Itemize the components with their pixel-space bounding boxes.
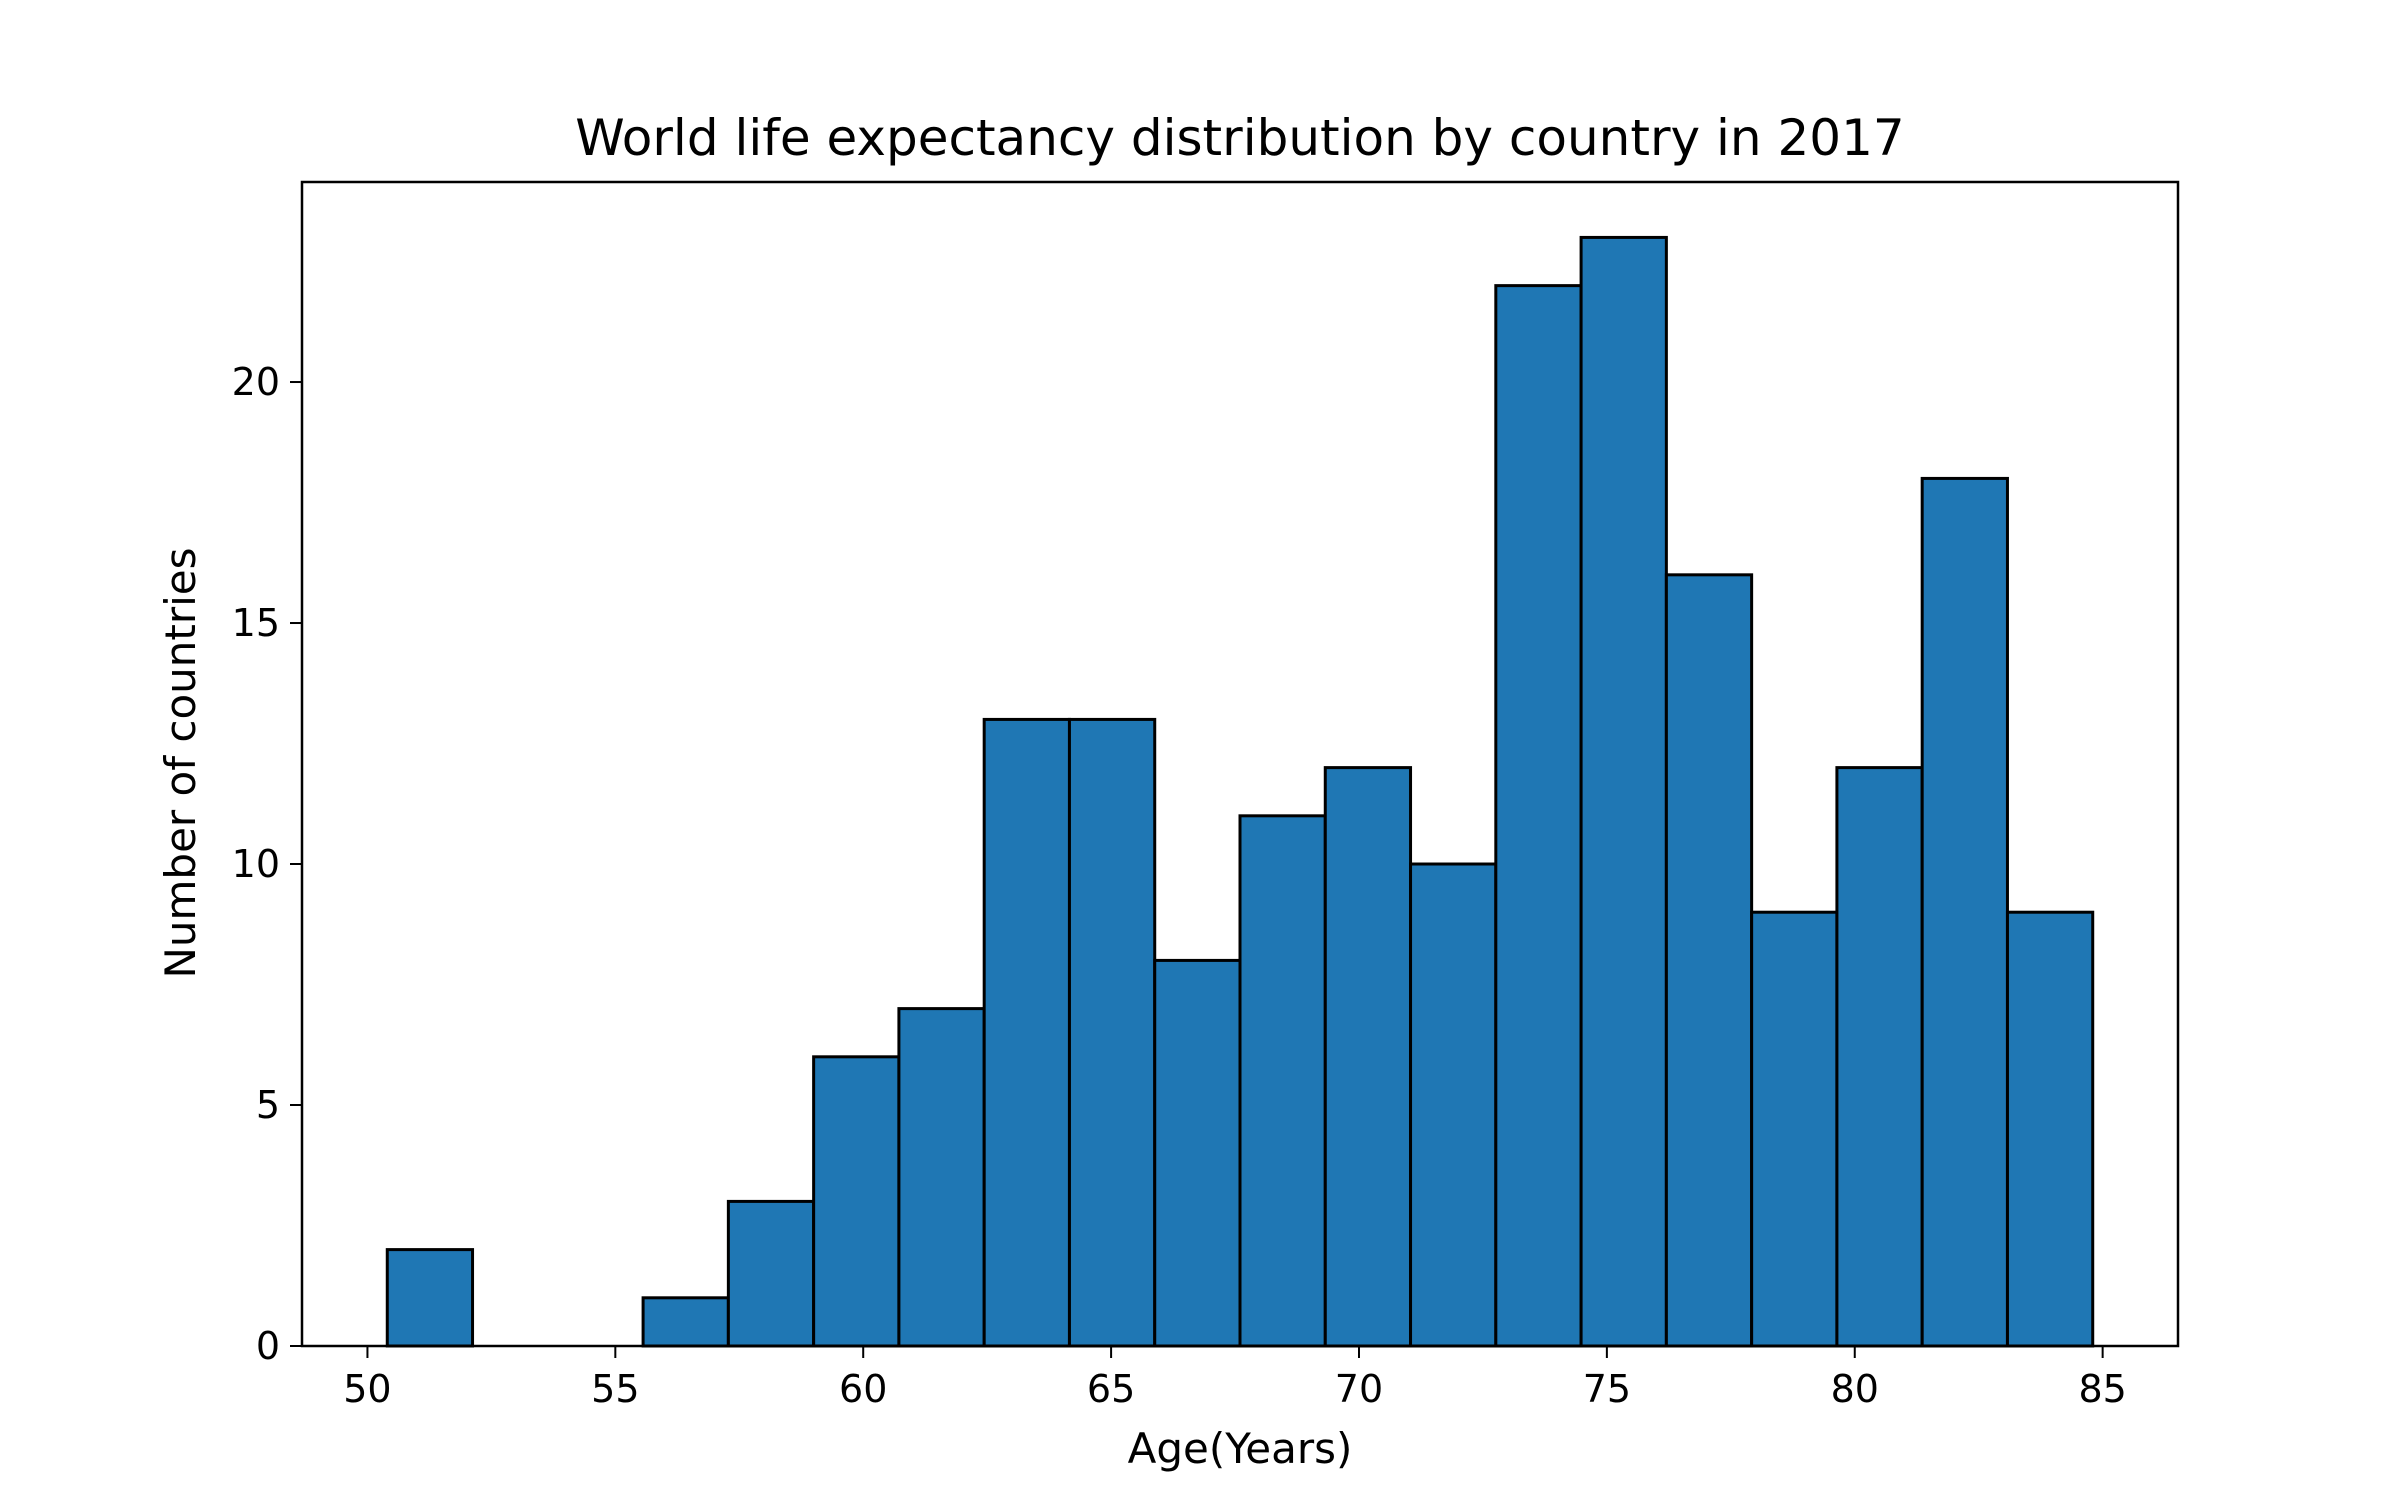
histogram-bar: [1323, 766, 1413, 1348]
y-axis-label: Number of countries: [156, 547, 205, 978]
x-tick-label: 50: [343, 1367, 391, 1411]
y-tick-label: 5: [256, 1083, 280, 1127]
histogram-bar: [897, 1007, 986, 1348]
x-tick-label: 70: [1335, 1367, 1383, 1411]
histogram-bar: [726, 1199, 816, 1348]
x-tick-label: 80: [1831, 1367, 1879, 1411]
chart-title: World life expectancy distribution by co…: [575, 109, 1904, 167]
histogram-bar: [641, 1296, 730, 1348]
histogram-bar: [1750, 910, 1839, 1348]
histogram-bar: [1579, 235, 1668, 1348]
x-tick-label: 60: [839, 1367, 887, 1411]
histogram-bar: [1494, 284, 1583, 1348]
y-tick-label: 20: [232, 360, 280, 404]
histogram-bar: [2005, 910, 2095, 1348]
histogram-bar: [1920, 476, 2009, 1348]
y-axis-ticks: 0 5 10 15 20: [232, 360, 302, 1368]
x-tick-label: 85: [2078, 1367, 2126, 1411]
histogram-bar: [982, 717, 1071, 1348]
histogram-bar: [385, 1248, 475, 1348]
histogram-bar: [1153, 958, 1242, 1348]
y-tick-label: 0: [256, 1324, 280, 1368]
plot-area-frame: [300, 180, 2180, 1348]
y-tick-label: 10: [232, 842, 280, 886]
histogram-bar: [1067, 717, 1157, 1348]
histogram-bar: [1409, 862, 1498, 1348]
histogram-bar: [1238, 814, 1327, 1348]
y-tick-label: 15: [232, 601, 280, 645]
histogram-bar: [1664, 573, 1754, 1348]
x-tick-label: 55: [591, 1367, 639, 1411]
x-tick-label: 65: [1087, 1367, 1135, 1411]
histogram-bar: [1835, 766, 1924, 1348]
histogram-bar: [812, 1055, 901, 1348]
x-axis-label: Age(Years): [1128, 1424, 1353, 1473]
x-axis-ticks: 50 55 60 65 70 75 80 85: [343, 1346, 2127, 1411]
bars-group: [385, 235, 2095, 1348]
x-tick-label: 75: [1583, 1367, 1631, 1411]
